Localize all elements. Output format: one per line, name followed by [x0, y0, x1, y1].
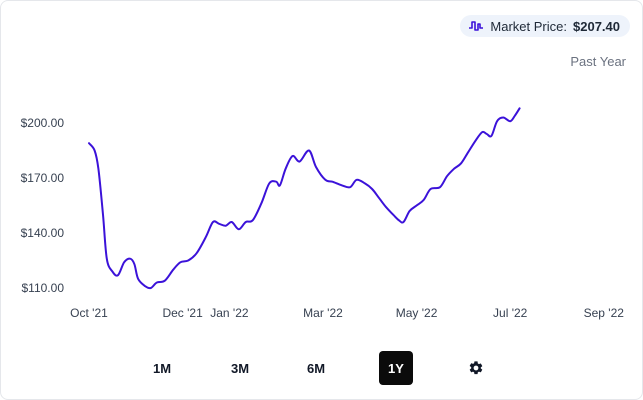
range-label: Past Year	[570, 54, 626, 69]
price-line-icon	[469, 21, 484, 31]
x-tick-label: Mar '22	[303, 306, 343, 320]
market-price-legend: Market Price: $207.40	[460, 15, 630, 37]
range-button-1m[interactable]: 1M	[145, 351, 179, 385]
y-tick-label: $200.00	[21, 116, 65, 130]
x-tick-label: Jul '22	[493, 306, 528, 320]
chart-settings-button[interactable]	[463, 351, 489, 385]
market-price-line	[88, 107, 521, 290]
y-tick-label: $170.00	[21, 171, 65, 185]
range-selector: 1M 3M 6M 1Y	[1, 351, 642, 385]
price-chart: $200.00 $170.00 $140.00 $110.00 Oct '21 Dec '…	[21, 107, 625, 320]
y-tick-label: $140.00	[21, 226, 65, 240]
market-price-label: Market Price:	[490, 18, 567, 34]
x-tick-label: Sep '22	[584, 306, 625, 320]
gear-icon	[469, 361, 483, 375]
range-button-6m[interactable]: 6M	[299, 351, 333, 385]
x-tick-label: Oct '21	[70, 306, 108, 320]
range-button-1y[interactable]: 1Y	[379, 351, 413, 385]
x-tick-label: May '22	[396, 306, 438, 320]
market-price-value: $207.40	[573, 18, 620, 34]
range-button-3m[interactable]: 3M	[223, 351, 257, 385]
x-tick-label: Dec '21	[162, 306, 203, 320]
x-tick-label: Jan '22	[210, 306, 249, 320]
y-tick-label: $110.00	[22, 281, 65, 295]
